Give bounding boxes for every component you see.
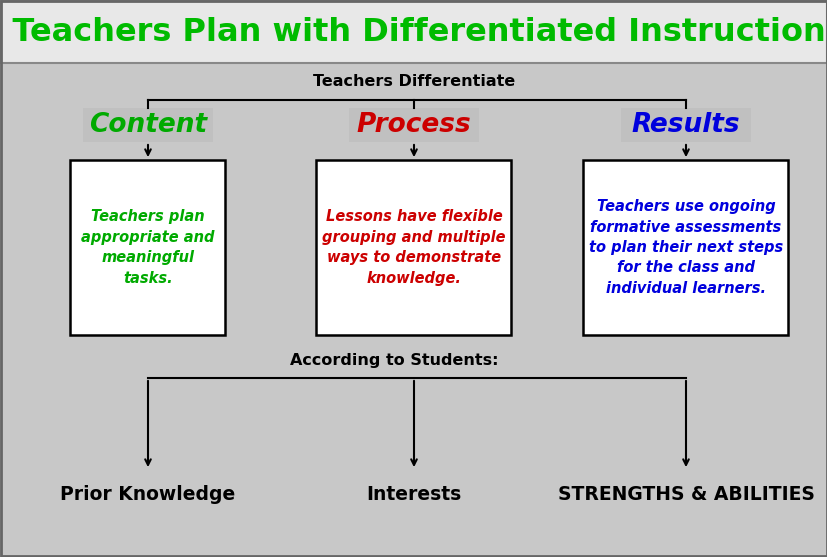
Bar (620, 108, 750, 142)
Text: Process: Process (356, 112, 471, 138)
Bar (70, 160, 225, 335)
Text: Content: Content (88, 112, 207, 138)
Bar (316, 160, 511, 335)
Text: STRENGTHS & ABILITIES: STRENGTHS & ABILITIES (557, 486, 814, 505)
Text: Teachers use ongoing
formative assessments
to plan their next steps
for the clas: Teachers use ongoing formative assessmen… (588, 199, 782, 296)
Text: Lessons have flexible
grouping and multiple
ways to demonstrate
knowledge.: Lessons have flexible grouping and multi… (322, 209, 505, 286)
Text: How Teachers Plan with Differentiated Instruction (DI): How Teachers Plan with Differentiated In… (0, 17, 827, 47)
Text: Teachers Differentiate: Teachers Differentiate (313, 75, 514, 90)
Text: According to Students:: According to Students: (289, 353, 498, 368)
Bar (348, 108, 479, 142)
Bar (1, 1, 826, 63)
Text: Prior Knowledge: Prior Knowledge (60, 486, 236, 505)
Text: Interests: Interests (366, 486, 461, 505)
Text: Results: Results (631, 112, 739, 138)
Bar (83, 108, 213, 142)
Text: Teachers plan
appropriate and
meaningful
tasks.: Teachers plan appropriate and meaningful… (81, 209, 214, 286)
Bar (583, 160, 787, 335)
